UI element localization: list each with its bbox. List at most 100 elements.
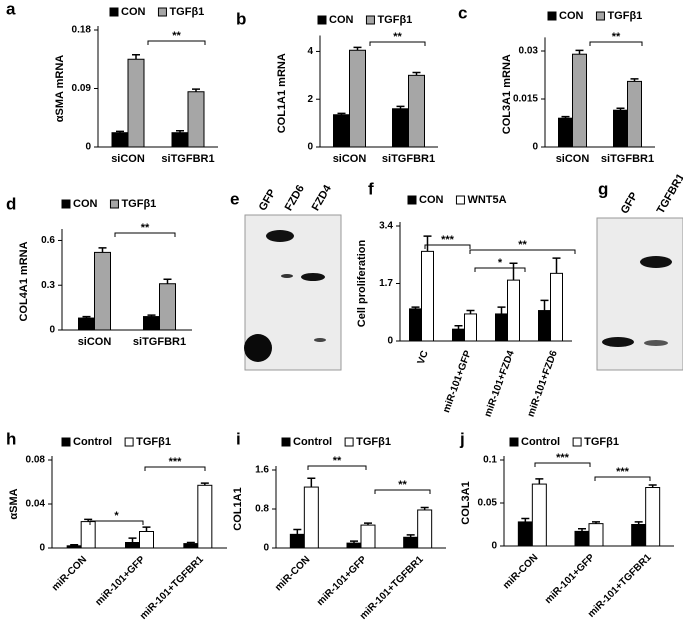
legend-label: Control <box>521 436 560 448</box>
error-bar <box>411 306 420 309</box>
blot-e <box>244 214 342 371</box>
x-tick-label: miR-101+GFP <box>543 552 597 606</box>
error-bar <box>176 130 184 133</box>
y-tick-label: 0.8 <box>255 504 269 515</box>
y-axis-label: αSMA mRNA <box>54 55 66 123</box>
significance-label: ** <box>612 31 621 43</box>
x-tick-label: siCON <box>78 336 112 348</box>
legend-swatch <box>109 199 119 209</box>
band <box>266 230 294 242</box>
legend-swatch <box>317 15 327 25</box>
bar <box>197 484 213 549</box>
panel: d COL4A1 mRNA 0 0.3 0.6 siCON siTGFBR1 CON TGFβ1… <box>6 194 192 348</box>
significance-label: *** <box>441 234 455 246</box>
error-bar <box>353 46 362 51</box>
x-tick-label: miR-101+TGFBR1 <box>138 554 206 622</box>
y-axis-label: COL3A1 <box>460 481 472 524</box>
bar <box>627 80 642 148</box>
band <box>314 338 326 342</box>
error-bar <box>98 247 107 253</box>
bar <box>495 313 508 342</box>
y-axis-label: COL3A1 mRNA <box>501 54 513 134</box>
bar <box>631 524 647 547</box>
significance-label: ** <box>398 479 407 491</box>
significance-label: *** <box>169 456 183 468</box>
significance-label: ** <box>518 239 527 251</box>
y-tick-label: 0.3 <box>41 280 55 291</box>
x-tick-label: siTGFBR1 <box>133 336 186 348</box>
y-tick-label: 0 <box>39 543 45 554</box>
panel: i COL1A1 0 0.8 1.6 miR-CON miR-101+GFPmiR-101+… <box>232 429 446 622</box>
panel: h αSMA 0 0.04 0.08 miR-CON miR-101+GFPmiR-101+… <box>6 429 227 622</box>
bar <box>517 521 533 547</box>
significance-bracket <box>369 41 426 46</box>
lane-label: TGFBR1 <box>655 172 683 216</box>
significance-label: ** <box>141 222 150 234</box>
error-bar <box>412 71 421 76</box>
band <box>244 334 272 362</box>
significance-bracket <box>589 41 643 46</box>
significance-label: ** <box>333 455 342 467</box>
panel: f Cell proliferation 0 1.7 3.4 VC miR-101+GFP m… <box>356 179 576 419</box>
y-tick-label: 4 <box>307 46 313 57</box>
bar <box>613 109 628 148</box>
error-bar <box>497 306 506 314</box>
error-bar <box>147 314 156 317</box>
bar <box>452 328 465 342</box>
significance-bracket <box>307 465 367 470</box>
error-bar <box>84 518 93 522</box>
x-tick-label: miR-101+GFP <box>94 554 148 608</box>
significance-bracket <box>147 40 206 45</box>
panel: j COL3A1 0 0.05 0.1 miR-CON miR-101+GFPmiR-101… <box>459 429 674 620</box>
error-bar <box>575 49 584 55</box>
lane-label: FZD4 <box>310 182 335 213</box>
y-axis-label: COL1A1 mRNA <box>276 53 288 133</box>
bar <box>66 545 82 549</box>
y-tick-label: 2 <box>307 94 313 105</box>
panel-letter: i <box>236 429 241 448</box>
bar <box>349 49 366 148</box>
legend-label: TGFβ1 <box>377 14 412 26</box>
y-tick-label: 0.09 <box>72 83 92 94</box>
legend-label: TGFβ1 <box>169 6 204 18</box>
bar <box>550 272 563 342</box>
band <box>281 274 293 278</box>
significance-bracket <box>89 520 144 525</box>
bar <box>159 283 176 331</box>
y-axis-label: αSMA <box>8 488 20 519</box>
error-bar <box>293 528 302 535</box>
x-tick-label: miR-CON <box>273 554 312 593</box>
bar <box>360 524 376 549</box>
panel-letter: c <box>458 3 467 22</box>
panel-letter: e <box>230 189 239 208</box>
error-bar <box>509 262 518 281</box>
error-bar <box>592 521 600 524</box>
significance-bracket <box>469 249 576 254</box>
x-tick-label: siTGFBR1 <box>161 153 214 165</box>
bar <box>403 536 419 549</box>
legend-swatch <box>109 7 119 17</box>
error-bar <box>364 522 372 526</box>
bar <box>531 483 547 547</box>
lane-label: GFP <box>619 190 641 216</box>
blot-g <box>596 217 683 371</box>
y-tick-label: 0 <box>85 142 91 153</box>
panel-letter: b <box>236 9 246 28</box>
panel-letter: h <box>6 429 16 448</box>
legend-label: WNT5A <box>467 194 506 206</box>
y-tick-label: 0 <box>49 325 55 336</box>
legend-swatch <box>61 437 71 447</box>
significance-bracket <box>374 489 431 494</box>
error-bar <box>82 315 91 319</box>
error-bar <box>192 88 200 92</box>
legend-swatch <box>157 7 167 17</box>
bar <box>143 316 160 331</box>
x-tick-label: miR-101+FZD4 <box>483 349 517 419</box>
band <box>640 256 672 268</box>
significance-bracket <box>144 466 206 471</box>
legend-label: Control <box>293 436 332 448</box>
error-bar <box>396 105 405 109</box>
x-tick-label: miR-101+GFP <box>315 554 369 608</box>
lane-label: FZD6 <box>283 183 307 213</box>
